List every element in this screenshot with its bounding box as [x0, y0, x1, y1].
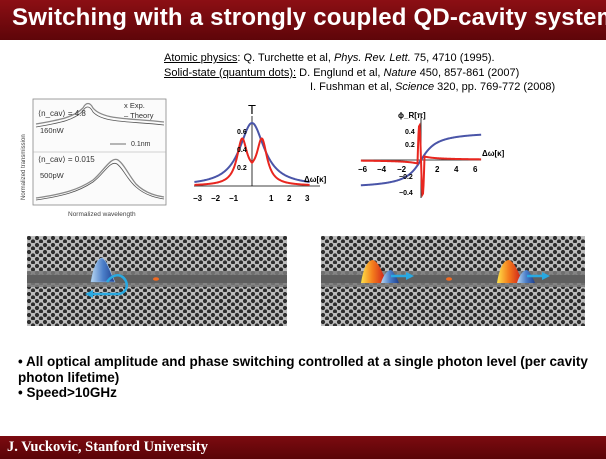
exp-top-curve	[35, 102, 165, 125]
scale-bar-label: 0.1nm	[131, 141, 151, 148]
blue-pulse-right	[517, 270, 535, 283]
trans-ytick-0: 0.6	[237, 129, 247, 136]
exp-xlabel: Normalized wavelength	[68, 211, 136, 218]
phase-xlabel: Δω[κ]	[482, 149, 505, 158]
warm-pulse-left	[361, 260, 387, 283]
exp-bottom-power: 500pW	[40, 171, 65, 180]
phase-xtick-2: −2	[397, 165, 407, 174]
reflection-arrow-icon	[85, 290, 93, 298]
trans-xtick-4: 2	[287, 194, 292, 203]
phase-xtick-1: −4	[377, 165, 387, 174]
waveguide-core	[321, 275, 585, 283]
exp-bottom-label: ⟨n_cav⟩ = 0.015	[38, 155, 95, 164]
phase-ytick-2: −0.2	[399, 174, 413, 181]
theory-bottom-curve	[35, 162, 165, 201]
footer-bar: J. Vuckovic, Stanford University	[0, 436, 606, 459]
reference-atomic-rest: 75, 4710 (1995).	[410, 52, 495, 64]
bullet-speed: • Speed>10GHz	[18, 385, 117, 400]
legend-exp: x Exp.	[124, 101, 145, 110]
footer-author: J. Vuckovic, Stanford University	[7, 439, 209, 455]
phase-xtick-5: 6	[473, 165, 478, 174]
blue-pulse-left	[381, 270, 399, 283]
exp-bottom-curve	[35, 158, 165, 199]
reference-atomic-text: : Q. Turchette et al,	[237, 52, 334, 64]
reflection-arc-top	[105, 274, 122, 283]
trans-red-curve	[194, 137, 310, 186]
trans-xlabel: Δω[κ]	[304, 175, 327, 184]
reference-atomic-journal: Phys. Rev. Lett.	[333, 52, 411, 64]
trans-xtick-1: −2	[211, 194, 221, 203]
photonic-crystal-right	[321, 236, 585, 326]
reference-solid-rest: 450, 857-861 (2007)	[416, 66, 520, 79]
reference-solid: Solid-state (quantum dots): D. Englund e…	[164, 66, 555, 81]
phase-ylabel: ϕ_R[π]	[398, 111, 426, 120]
references: Atomic physics: Q. Turchette et al, Phys…	[164, 51, 555, 95]
trans-ytick-1: 0.4	[237, 147, 247, 154]
arrow-left-icon	[406, 272, 414, 280]
phase-red-curve	[360, 122, 482, 198]
trans-blue-curve	[194, 121, 310, 183]
trans-marker: T	[248, 102, 256, 117]
reference-fushman-journal: Science	[394, 81, 435, 93]
phase-ytick-0: 0.4	[405, 129, 415, 136]
reference-solid-label: Solid-state (quantum dots):	[164, 66, 297, 79]
theory-top-curve	[35, 106, 165, 128]
title-bar: Switching with a strongly coupled QD-cav…	[0, 0, 606, 40]
quantum-dot	[153, 277, 159, 281]
phase-figure: ϕ_R[π] 0.4 0.2 −0.2 −0.4 −6 −4 −2 2 4 6 …	[358, 111, 505, 198]
reference-fushman: I. Fushman et al, Science 320, pp. 769-7…	[164, 80, 555, 95]
reference-solid-journal: Nature	[383, 66, 417, 79]
experimental-transmission-figure: Normalized transmission Normalized wavel…	[21, 98, 167, 218]
bullet-list: • All optical amplitude and phase switch…	[18, 354, 603, 401]
reference-fushman-rest: 320, pp. 769-772 (2008)	[434, 81, 556, 93]
phase-xtick-4: 4	[454, 165, 459, 174]
transmission-figure: T 0.6 0.4 0.2 −3 −2 −1 1 2 3 Δω[κ]	[193, 102, 327, 203]
trans-xtick-0: −3	[193, 194, 203, 203]
legend-theory: – Theory	[124, 111, 154, 120]
exp-top-label: ⟨n_cav⟩ = 4.8	[38, 109, 86, 118]
reference-atomic: Atomic physics: Q. Turchette et al, Phys…	[164, 51, 555, 66]
arrow-right-icon	[542, 272, 550, 280]
phase-xtick-3: 2	[435, 165, 440, 174]
reference-solid-text: D. Englund et al,	[296, 66, 384, 79]
photonic-crystal-left	[27, 236, 287, 326]
exp-ylabel: Normalized transmission	[21, 134, 27, 200]
phase-ytick-1: 0.2	[405, 142, 415, 149]
phase-xtick-0: −6	[358, 165, 368, 174]
phase-ytick-3: −0.4	[399, 190, 413, 197]
trans-xtick-2: −1	[229, 194, 239, 203]
reference-fushman-text: I. Fushman et al,	[310, 81, 395, 93]
trans-ytick-2: 0.2	[237, 165, 247, 172]
trans-xtick-5: 3	[305, 194, 310, 203]
slide-title: Switching with a strongly coupled QD-cav…	[12, 4, 606, 31]
bullet-switching: • All optical amplitude and phase switch…	[18, 354, 588, 385]
reference-atomic-label: Atomic physics	[164, 52, 238, 64]
quantum-dot	[446, 277, 452, 281]
trans-xtick-3: 1	[269, 194, 274, 203]
exp-top-power: 160nW	[40, 126, 65, 135]
reflection-arc-bottom	[91, 274, 128, 296]
warm-pulse-right	[497, 260, 523, 283]
